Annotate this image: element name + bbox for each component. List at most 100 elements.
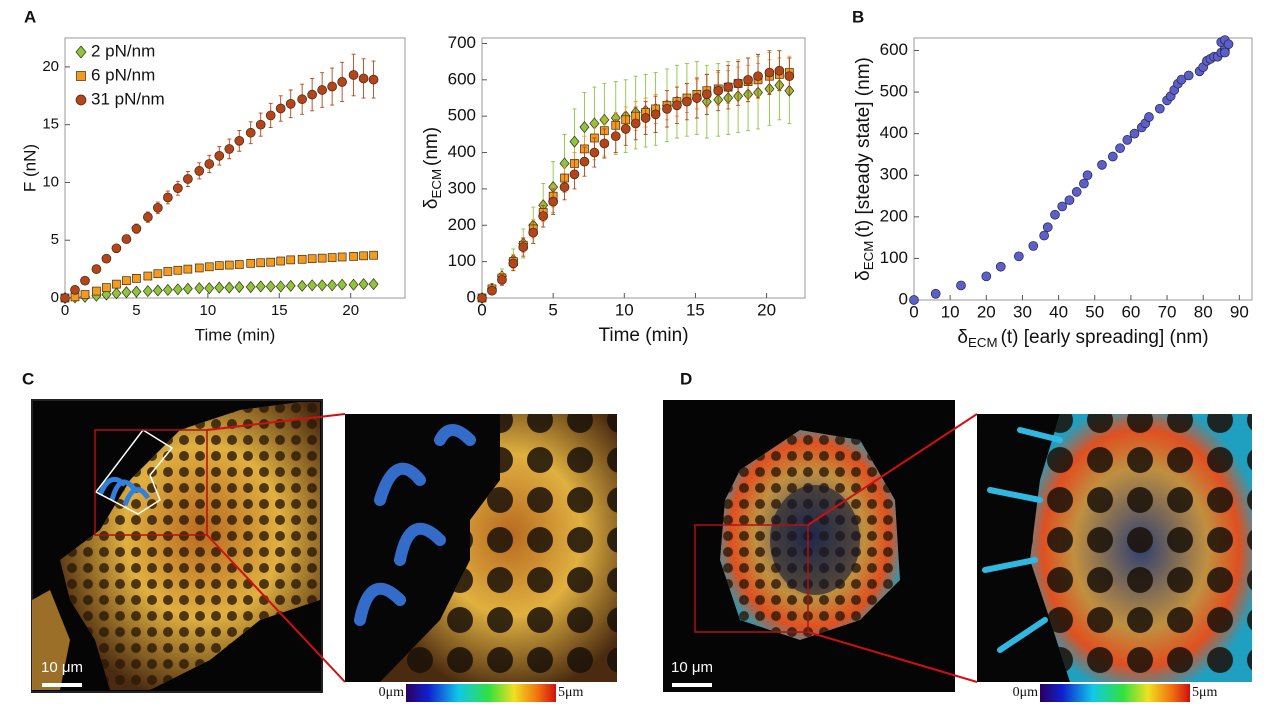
marker [348,70,359,80]
marker [183,174,193,184]
marker [317,253,327,263]
colorbar [406,684,556,702]
marker [80,290,90,299]
marker [266,257,276,267]
marker [368,278,379,291]
marker [369,250,378,260]
marker [256,258,266,268]
y-tick-label: 400 [880,123,908,142]
marker [153,203,163,213]
marker [121,234,132,244]
point [1064,195,1075,206]
marker [569,135,580,148]
marker [80,275,90,286]
y-tick-label: 15 [42,116,59,133]
marker [75,45,87,59]
marker [713,85,724,96]
y-tick-label: 0 [899,289,908,308]
y-tick-label: 100 [880,248,908,267]
plot-frame [481,37,806,299]
marker [275,103,286,114]
colorbar-max: 5μm [1192,685,1218,700]
y-tick-label: 0 [467,287,476,306]
x-tick-label: 15 [686,300,705,319]
marker [327,253,337,262]
marker [173,183,183,194]
marker [163,267,173,276]
scale-bar-label: 10 μm [671,659,713,676]
x-tick-label: 60 [1121,302,1140,321]
marker [173,265,183,275]
marker [153,269,163,279]
y-tick-label: 500 [880,82,908,101]
marker [640,113,651,123]
marker [307,89,317,100]
marker [92,286,101,296]
x-axis-label-symbol: δ [957,327,968,348]
marker [194,166,205,176]
marker [317,85,327,95]
y-axis-label: δECM (t) [steady state] (nm) [853,57,876,281]
y-tick-label: 5 [51,231,59,248]
x-tick-label: 0 [477,300,486,319]
cell-texture [1030,414,1252,682]
marker [337,278,348,291]
marker [358,278,369,291]
marker [297,254,307,264]
marker [194,263,204,273]
point [1176,74,1187,85]
x-tick-label: 0 [909,302,918,321]
y-tick-label: 300 [448,178,476,197]
y-axis-label-tail: (nm) [421,127,442,166]
marker [650,109,661,120]
colorbar [1040,684,1190,702]
y-tick-label: 300 [880,165,908,184]
y-axis-label: F (nN) [20,144,39,192]
marker [348,278,359,291]
marker [327,81,337,92]
marker [297,94,307,105]
x-tick-label: 20 [342,302,359,319]
marker [285,279,296,292]
marker [172,283,183,296]
marker [337,77,347,87]
marker [477,293,487,303]
y-axis-label: δECM (nm) [421,127,444,209]
y-axis-label-symbol: δ [421,199,442,210]
marker [528,227,539,238]
marker [234,280,245,294]
marker [487,285,497,296]
cell-center [770,485,860,595]
y-tick-label: 400 [448,142,476,161]
x-tick-label: 10 [941,302,960,321]
marker [70,285,80,295]
marker [265,110,276,121]
marker [91,264,102,274]
marker [132,274,141,283]
marker [76,71,86,81]
point [1050,209,1060,220]
y-tick-label: 200 [880,206,908,225]
marker [733,78,743,89]
y-tick-label: 600 [448,69,476,88]
x-axis-label: Time (min) [598,325,688,346]
marker [317,279,328,292]
marker [579,156,590,167]
marker [368,74,379,85]
marker [121,286,132,299]
filopodia [354,424,476,626]
marker [234,260,244,269]
marker [672,100,682,111]
marker [183,264,193,274]
x-axis-label: Time (min) [195,325,276,344]
x-tick-label: 10 [615,300,634,319]
marker [131,285,142,298]
marker [224,260,234,270]
marker [122,276,131,286]
y-tick-label: 700 [448,33,476,52]
marker [297,279,308,292]
marker [204,262,214,272]
y-tick-label: 0 [51,289,59,306]
x-tick-label: 5 [548,300,557,319]
